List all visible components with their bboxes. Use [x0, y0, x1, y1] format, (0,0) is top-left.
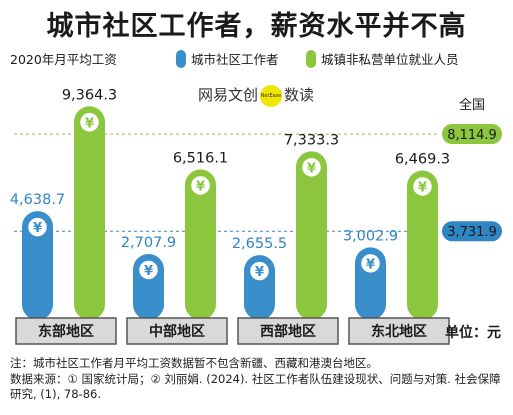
region-box	[15, 317, 117, 345]
legend: 2020年月平均工资 城市社区工作者 城镇非私营单位就业人员	[8, 46, 508, 70]
legend-label-community-workers: 城市社区工作者	[191, 52, 279, 67]
yuan-symbol: ¥	[307, 161, 316, 176]
yuan-symbol: ¥	[418, 181, 427, 196]
yuan-coin-icon	[26, 216, 49, 238]
value-label: 9,364.3	[62, 87, 117, 103]
brand-text-mid: 文创	[228, 86, 259, 104]
brand-logo: 网易文创 NetEase 数读	[198, 84, 315, 107]
yuan-coin-icon	[78, 111, 101, 134]
netease-logo-icon: NetEase	[260, 84, 283, 107]
brand-text-left: 网易	[198, 86, 229, 104]
yuan-symbol: ¥	[196, 179, 205, 194]
chart-title: 城市社区工作者，薪资水平并不高	[46, 11, 467, 42]
footnote-source: 数据来源：① 国家统计局；② 刘丽娟. (2024). 社区工作者队伍建设现状、…	[10, 371, 501, 402]
footnote: 注：城市社区工作者月平均工资数据暂不包含新疆、西藏和港澳台地区。 数据来源：① …	[10, 356, 508, 403]
yuan-symbol: ¥	[255, 265, 264, 280]
region-box	[348, 317, 450, 345]
legend-swatch-blue	[176, 50, 186, 68]
yuan-coin-icon	[300, 156, 323, 179]
value-label: 2,655.5	[232, 236, 287, 252]
region-box	[237, 317, 339, 345]
reference-pill	[442, 221, 502, 242]
reference-label: 3,731.9	[447, 225, 497, 240]
brand-text-right: 数读	[284, 86, 315, 104]
legend-item-urban-employees: 城镇非私营单位就业人员	[306, 49, 459, 68]
yuan-coin-icon	[137, 259, 160, 281]
yuan-coin-icon	[411, 175, 434, 198]
footnote-note: 注：城市社区工作者月平均工资数据暂不包含新疆、西藏和港澳台地区。	[10, 356, 378, 370]
yuan-symbol: ¥	[366, 257, 375, 272]
bar	[74, 106, 105, 320]
chart-subtitle: 2020年月平均工资	[10, 52, 117, 67]
bar-chart: 8,114.9 3,731.9 全国 ¥4,638.7 ¥9,364.3 东部地区 ¥2,7…	[10, 87, 502, 345]
category-label: 西部地区	[260, 323, 316, 340]
value-label: 2,707.9	[121, 235, 176, 251]
category-label: 中部地区	[149, 323, 205, 340]
value-label: 6,469.3	[395, 152, 450, 168]
yuan-coin-icon	[189, 174, 212, 197]
national-label: 全国	[459, 97, 485, 113]
yuan-coin-icon	[359, 252, 382, 275]
bar	[22, 211, 53, 320]
yuan-coin-icon	[248, 260, 271, 282]
value-label: 3,002.9	[343, 228, 398, 244]
value-label: 6,516.1	[173, 150, 228, 166]
value-label: 7,333.3	[284, 132, 339, 148]
value-label: 4,638.7	[10, 192, 65, 208]
category-label: 东北地区	[371, 323, 427, 340]
reference-pill	[442, 124, 502, 145]
yuan-symbol: ¥	[85, 116, 94, 131]
bar	[296, 151, 327, 320]
legend-label-urban-employees: 城镇非私营单位就业人员	[321, 52, 459, 67]
bar	[407, 170, 438, 320]
yuan-symbol: ¥	[144, 264, 153, 279]
reference-label: 8,114.9	[447, 128, 497, 143]
category-label: 东部地区	[38, 323, 94, 340]
legend-swatch-green	[306, 50, 316, 68]
legend-item-community-workers: 城市社区工作者	[176, 49, 279, 68]
region-box	[126, 317, 228, 345]
bar	[185, 169, 216, 320]
unit-label: 单位：元	[445, 325, 501, 341]
yuan-symbol: ¥	[33, 221, 42, 236]
